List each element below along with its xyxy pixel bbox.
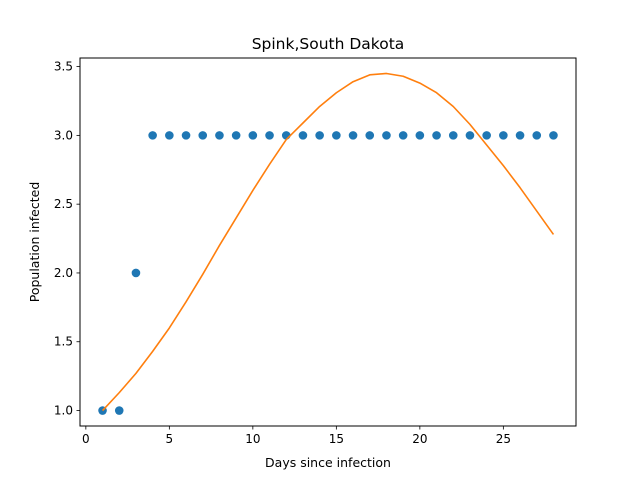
x-tick-label: 10 [245,432,260,446]
axes-frame [79,57,577,427]
plot-area [98,72,558,415]
data-point [148,131,157,140]
data-point [165,131,174,140]
data-point [332,131,341,140]
x-tick-label: 20 [412,432,427,446]
data-point [482,131,491,140]
x-tick-label: 25 [496,432,511,446]
data-point [231,131,241,140]
y-tick-label: 2.5 [54,197,73,211]
data-point [432,131,441,140]
data-point [265,131,274,140]
data-point [215,131,224,140]
x-tick-label: 0 [82,432,90,446]
y-axis-label: Population infected [27,182,42,303]
data-point [532,131,542,140]
data-point [181,131,191,140]
fit-line [101,72,555,412]
data-point [465,131,475,140]
y-tick-label: 1.5 [54,335,73,349]
y-tick-label: 3.5 [54,60,73,74]
axis-ticks: 0 5 10 15 20 25 1.0 1.5 2.0 2.5 3.0 3.5 [54,60,511,446]
data-point [198,131,208,140]
x-tick-label: 5 [166,432,174,446]
y-tick-label: 1.0 [54,404,73,418]
data-point [365,131,375,140]
y-tick-label: 2.0 [54,266,73,280]
y-tick-label: 3.0 [54,128,73,142]
data-point [315,131,324,140]
chart-title: Spink,South Dakota [252,35,405,53]
data-point [131,268,141,278]
data-point [248,131,258,140]
data-point [499,131,508,140]
data-point [515,131,525,140]
data-point [298,131,308,140]
data-point [415,131,425,140]
data-point [382,131,391,140]
data-point [549,131,558,140]
data-point [448,131,458,140]
x-axis-label: Days since infection [265,455,391,470]
data-point [398,131,408,140]
data-point [114,406,124,415]
data-point [348,131,358,140]
x-tick-label: 15 [329,432,344,446]
